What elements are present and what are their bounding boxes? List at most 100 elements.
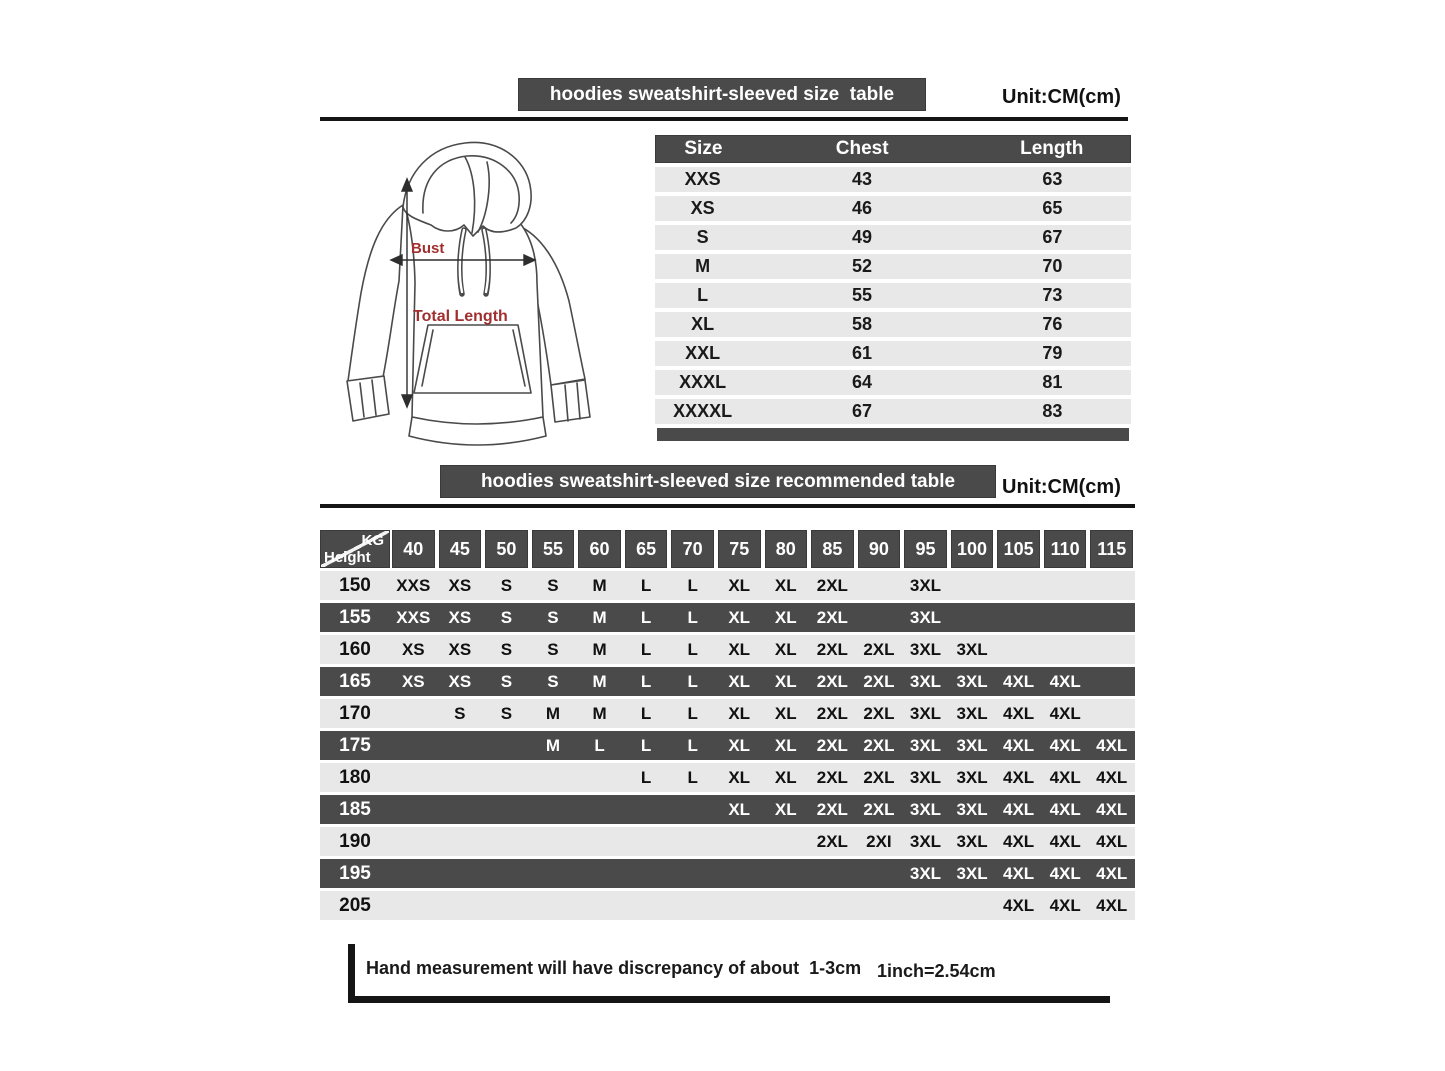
matrix-cell	[623, 827, 670, 856]
size-table-row: S 49 67	[655, 225, 1131, 250]
matrix-cell	[576, 795, 623, 824]
matrix-cell	[716, 891, 763, 920]
matrix-cell: 3XL	[909, 767, 942, 787]
inch-conversion-note: 1inch=2.54cm	[877, 961, 996, 981]
size-table-cell-size: XXXXL	[673, 401, 733, 421]
matrix-cell: 3XL	[956, 735, 988, 755]
matrix-cell: 3XL	[909, 639, 942, 659]
matrix-cell	[809, 859, 856, 888]
size-table-row: XS 46 65	[655, 196, 1131, 221]
matrix-cell: 3XL	[909, 799, 942, 819]
matrix-cell: M	[592, 703, 607, 723]
size-table-header-cell: Size	[684, 138, 723, 159]
matrix-cell	[437, 859, 484, 888]
matrix-cell: 3XL	[909, 831, 942, 851]
matrix-cell: 3XL	[909, 735, 942, 755]
measurement-note: Hand measurement will have discrepancy o…	[366, 958, 862, 978]
matrix-cell	[1088, 603, 1135, 632]
matrix-cell: M	[592, 671, 607, 691]
matrix-cell: 2XL	[816, 767, 848, 787]
matrix-cell: 2XL	[863, 767, 895, 787]
matrix-cell	[856, 891, 903, 920]
size-table-row: XXL 61 79	[655, 341, 1131, 366]
unit-label-2: Unit:CM(cm)	[1002, 476, 1121, 498]
matrix-cell: 2XL	[816, 831, 848, 851]
hoodie-measurement-diagram: Bust Total Length	[346, 141, 591, 446]
matrix-cell	[576, 827, 623, 856]
height-label: 190	[339, 830, 371, 852]
size-table-cell-size: XL	[691, 314, 715, 334]
size-table-cell-chest: 58	[852, 314, 873, 334]
corner-kg-label: KG	[361, 532, 385, 549]
matrix-cell: L	[640, 703, 652, 723]
bust-label: Bust	[411, 240, 444, 257]
matrix-cell: 3XL	[909, 703, 942, 723]
matrix-cell	[856, 859, 903, 888]
matrix-cell	[1088, 667, 1135, 696]
matrix-cell: XL	[774, 799, 797, 819]
weight-header-cell: 70	[671, 530, 714, 568]
weight-header-cell: 55	[531, 530, 575, 568]
matrix-cell: 2XL	[863, 799, 895, 819]
matrix-cell	[437, 731, 484, 760]
matrix-cell: 4XL	[1049, 799, 1081, 819]
matrix-cell	[437, 891, 484, 920]
matrix-cell: 3XL	[909, 607, 942, 627]
matrix-cell: 4XL	[1049, 735, 1081, 755]
size-table-cell-size: L	[697, 285, 709, 305]
size-table-row: M 52 70	[655, 254, 1131, 279]
matrix-cell	[669, 859, 716, 888]
matrix-cell: XL	[774, 767, 797, 787]
size-table: Size Chest Length XXS 43 63 XS 46 65 S 49 67 M 52 70 L…	[655, 135, 1131, 441]
size-table-cell-chest: 64	[852, 372, 873, 392]
matrix-row: 160 XS XS S S M L L XL XL 2XL 2XL 3XL 3XL	[320, 635, 1135, 664]
matrix-cell	[576, 891, 623, 920]
size-table-row: XL 58 76	[655, 312, 1131, 337]
size-table-cell-length: 65	[1042, 198, 1063, 218]
size-table-cell-chest: 43	[852, 169, 873, 189]
matrix-cell	[390, 795, 437, 824]
matrix-cell	[995, 635, 1042, 664]
matrix-row: 175 M L L L XL XL 2XL 2XL 3XL 3XL 4XL 4XL 4XL	[320, 731, 1135, 760]
size-table-cell-size: XXL	[685, 343, 721, 363]
matrix-cell: M	[592, 575, 607, 595]
size-table-title: hoodies sweatshirt-sleeved size table	[549, 83, 895, 105]
matrix-cell: XL	[728, 799, 751, 819]
size-table-bottom-bar	[657, 428, 1129, 441]
matrix-cell	[1042, 635, 1089, 664]
divider-line-2	[320, 504, 1135, 508]
weight-header-cell: 90	[857, 530, 901, 568]
matrix-cell: L	[687, 575, 698, 595]
size-table-cell-length: 83	[1042, 401, 1063, 421]
matrix-cell: XL	[728, 639, 751, 659]
matrix-cell: XXS	[396, 575, 431, 595]
matrix-cell: 2XL	[816, 639, 848, 659]
weight-header-cell: 60	[578, 530, 621, 568]
matrix-cell: 3XL	[956, 703, 988, 723]
matrix-cell: 4XL	[1003, 703, 1035, 723]
size-table-cell-length: 63	[1042, 169, 1063, 189]
matrix-cell	[669, 891, 716, 920]
weight-header-cell: 40	[392, 530, 435, 568]
matrix-cell	[763, 859, 810, 888]
size-table-cell-length: 70	[1042, 256, 1063, 276]
matrix-cell	[530, 763, 577, 792]
matrix-cell	[483, 827, 530, 856]
matrix-cell: 4XL	[1049, 863, 1081, 883]
matrix-cell: 2XL	[816, 607, 848, 627]
matrix-cell	[856, 603, 903, 632]
matrix-cell	[390, 827, 437, 856]
total-length-label: Total Length	[413, 308, 508, 325]
matrix-cell: XS	[401, 671, 425, 691]
hoodie-outline	[346, 141, 591, 446]
matrix-cell	[1042, 603, 1089, 632]
matrix-cell	[530, 795, 577, 824]
matrix-cell: S	[547, 575, 559, 595]
matrix-cell	[390, 859, 437, 888]
size-table-cell-chest: 67	[852, 401, 873, 421]
matrix-cell: M	[545, 703, 561, 723]
size-table-cell-length: 67	[1042, 227, 1063, 247]
matrix-cell: XL	[728, 575, 751, 595]
matrix-row: 150 XXS XS S S M L L XL XL 2XL 3XL	[320, 571, 1135, 600]
